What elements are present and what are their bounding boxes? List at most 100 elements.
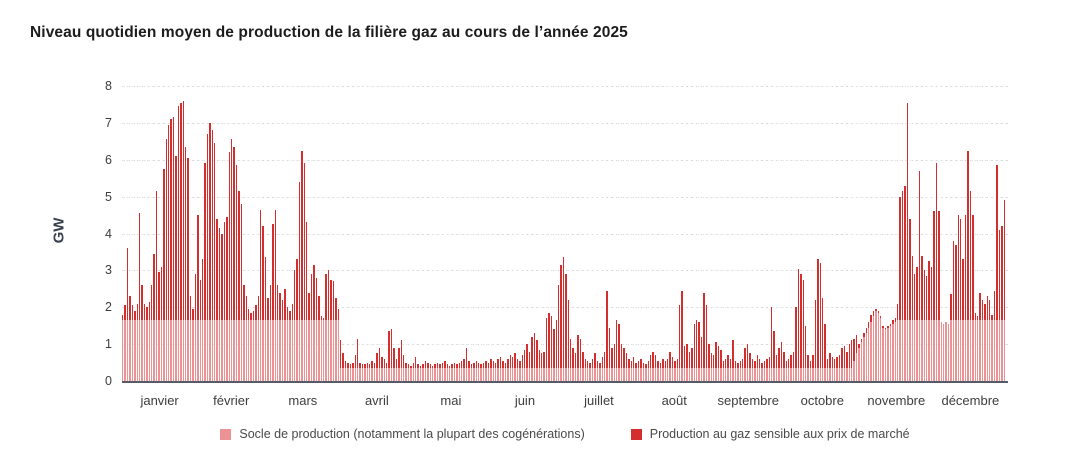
bar-day-271[interactable] — [775, 86, 779, 381]
bar-day-280[interactable] — [797, 86, 801, 381]
bar-day-218[interactable] — [647, 86, 650, 381]
bar-day-32[interactable] — [197, 86, 200, 381]
bar-day-228[interactable] — [671, 86, 675, 381]
bar-day-311[interactable] — [872, 86, 876, 381]
bar-day-352[interactable] — [972, 86, 975, 381]
bar-day-227[interactable] — [669, 86, 672, 381]
bar-day-226[interactable] — [666, 86, 670, 381]
bar-day-65[interactable] — [277, 86, 280, 381]
bar-day-181[interactable] — [557, 86, 561, 381]
bar-day-91[interactable] — [339, 86, 343, 381]
bar-day-337[interactable] — [935, 86, 939, 381]
bar-day-244[interactable] — [710, 86, 713, 381]
bar-day-358[interactable] — [986, 86, 990, 381]
bar-day-6[interactable] — [134, 86, 137, 381]
bar-day-255[interactable] — [737, 86, 740, 381]
bar-day-291[interactable] — [824, 86, 827, 381]
bar-day-212[interactable] — [633, 86, 636, 381]
bar-day-246[interactable] — [715, 86, 718, 381]
bar-day-141[interactable] — [461, 86, 464, 381]
bar-day-73[interactable] — [296, 86, 299, 381]
bar-day-138[interactable] — [453, 86, 457, 381]
bar-day-115[interactable] — [398, 86, 401, 381]
bar-day-24[interactable] — [177, 86, 181, 381]
bar-day-236[interactable] — [691, 86, 694, 381]
bar-day-62[interactable] — [269, 86, 273, 381]
bar-day-269[interactable] — [771, 86, 774, 381]
bar-day-243[interactable] — [708, 86, 711, 381]
bar-day-147[interactable] — [475, 86, 479, 381]
bar-day-134[interactable] — [444, 86, 447, 381]
bar-day-237[interactable] — [693, 86, 696, 381]
bar-day-140[interactable] — [458, 86, 462, 381]
bar-day-232[interactable] — [681, 86, 684, 381]
bar-day-5[interactable] — [131, 86, 135, 381]
bar-day-334[interactable] — [928, 86, 931, 381]
bar-day-148[interactable] — [478, 86, 481, 381]
bar-day-131[interactable] — [436, 86, 440, 381]
bar-day-308[interactable] — [865, 86, 868, 381]
bar-day-304[interactable] — [855, 86, 859, 381]
bar-day-110[interactable] — [385, 86, 389, 381]
bar-day-214[interactable] — [637, 86, 641, 381]
bar-day-143[interactable] — [465, 86, 469, 381]
bar-day-120[interactable] — [410, 86, 413, 381]
bar-day-221[interactable] — [654, 86, 658, 381]
bar-day-275[interactable] — [785, 86, 789, 381]
bar-day-256[interactable] — [739, 86, 742, 381]
bar-day-292[interactable] — [826, 86, 830, 381]
bar-day-144[interactable] — [468, 86, 471, 381]
bar-day-162[interactable] — [511, 86, 515, 381]
bar-day-123[interactable] — [417, 86, 420, 381]
bar-day-112[interactable] — [390, 86, 394, 381]
bar-day-81[interactable] — [315, 86, 319, 381]
bar-day-202[interactable] — [608, 86, 612, 381]
bar-day-55[interactable] — [252, 86, 256, 381]
bar-day-177[interactable] — [548, 86, 551, 381]
bar-day-321[interactable] — [897, 86, 900, 381]
bar-day-213[interactable] — [635, 86, 638, 381]
bar-day-70[interactable] — [289, 86, 292, 381]
bar-day-262[interactable] — [754, 86, 757, 381]
bar-day-259[interactable] — [746, 86, 750, 381]
bar-day-247[interactable] — [717, 86, 721, 381]
bar-day-318[interactable] — [889, 86, 893, 381]
bar-day-121[interactable] — [412, 86, 416, 381]
bar-day-111[interactable] — [388, 86, 391, 381]
bar-day-364[interactable] — [1001, 86, 1004, 381]
bar-day-219[interactable] — [649, 86, 653, 381]
bar-day-103[interactable] — [369, 86, 372, 381]
bar-day-252[interactable] — [729, 86, 733, 381]
bar-day-207[interactable] — [620, 86, 624, 381]
bar-day-16[interactable] — [158, 86, 161, 381]
bar-day-36[interactable] — [206, 86, 210, 381]
bar-day-263[interactable] — [756, 86, 759, 381]
bar-day-314[interactable] — [880, 86, 883, 381]
bar-day-30[interactable] — [192, 86, 195, 381]
bar-day-127[interactable] — [427, 86, 430, 381]
bar-day-88[interactable] — [332, 86, 336, 381]
bar-day-99[interactable] — [359, 86, 362, 381]
bar-day-254[interactable] — [734, 86, 738, 381]
bar-day-176[interactable] — [545, 86, 549, 381]
bar-day-146[interactable] — [473, 86, 476, 381]
bar-day-295[interactable] — [834, 86, 837, 381]
bar-day-186[interactable] — [570, 86, 573, 381]
bar-day-203[interactable] — [611, 86, 614, 381]
bar-day-220[interactable] — [652, 86, 655, 381]
bar-day-353[interactable] — [974, 86, 977, 381]
bar-day-153[interactable] — [490, 86, 493, 381]
bar-day-307[interactable] — [863, 86, 866, 381]
bar-day-251[interactable] — [727, 86, 730, 381]
bar-day-190[interactable] — [579, 86, 583, 381]
bar-day-84[interactable] — [323, 86, 326, 381]
bar-day-301[interactable] — [848, 86, 851, 381]
bar-day-258[interactable] — [744, 86, 747, 381]
bar-day-179[interactable] — [553, 86, 556, 381]
bar-day-286[interactable] — [812, 86, 815, 381]
bar-day-92[interactable] — [342, 86, 345, 381]
bar-day-187[interactable] — [572, 86, 575, 381]
bar-day-320[interactable] — [894, 86, 897, 381]
bar-day-241[interactable] — [703, 86, 706, 381]
bar-day-135[interactable] — [446, 86, 449, 381]
